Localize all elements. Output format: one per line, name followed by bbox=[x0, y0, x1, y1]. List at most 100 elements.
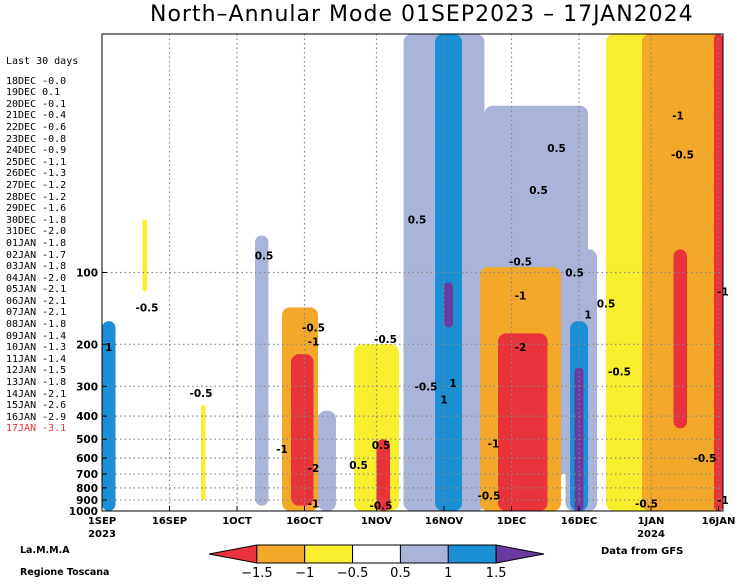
colorbar-segment bbox=[495, 544, 545, 564]
contour-label: -1 bbox=[276, 444, 288, 456]
last-30-days-row: 27DEC -1.2 bbox=[6, 179, 67, 191]
last-30-days-row: 16JAN -2.9 bbox=[6, 411, 67, 423]
contour-label: -2 bbox=[515, 342, 527, 354]
y-tick-label: 100 bbox=[76, 268, 98, 280]
region-early-nov-core bbox=[376, 439, 390, 511]
colorbar-segment bbox=[304, 544, 354, 564]
last-30-days-rows: 18DEC -0.0 19DEC 0.1 20DEC -0.1 21DEC -0.4 2… bbox=[6, 76, 78, 435]
region-jan-core-a bbox=[673, 249, 687, 429]
contour-label: 0.5 bbox=[565, 268, 584, 280]
colorbar-label: −1.5 bbox=[241, 566, 273, 580]
contour-label: 0.5 bbox=[547, 143, 566, 155]
region-early-oct-band bbox=[255, 235, 269, 506]
colorbar-segment bbox=[447, 544, 497, 564]
last-30-days-row: 21DEC -0.4 bbox=[6, 110, 67, 122]
contour-label: -2 bbox=[308, 463, 320, 475]
last-30-days-header: Last 30 days bbox=[6, 56, 79, 67]
last-30-days-row: 04JAN -2.0 bbox=[6, 272, 67, 284]
last-30-days-row: 25DEC -1.1 bbox=[6, 156, 67, 168]
contour-label: -0.5 bbox=[370, 501, 393, 513]
contour-label: -0.5 bbox=[509, 257, 532, 269]
colorbar-label: 1 bbox=[444, 566, 452, 580]
last-30-days-row: 14JAN -2.1 bbox=[6, 388, 67, 400]
last-30-days-list: Last 30 days 18DEC -0.0 19DEC 0.1 20DEC -0… bbox=[6, 56, 78, 435]
contour-label: -0.5 bbox=[478, 490, 501, 502]
contour-label: -0.5 bbox=[302, 322, 325, 334]
y-tick-label: 900 bbox=[76, 495, 98, 507]
contour-label: 0.5 bbox=[255, 251, 274, 263]
last-30-days-row: 02JAN -1.7 bbox=[6, 249, 67, 261]
contour-label: -0.5 bbox=[374, 334, 397, 346]
last-30-days-row: 31DEC -2.0 bbox=[6, 226, 67, 238]
last-30-days-row: 05JAN -2.1 bbox=[6, 284, 67, 296]
org-name: La.M.M.A bbox=[20, 545, 70, 556]
region-late-sep-blip bbox=[142, 219, 147, 292]
x-tick-label: 1NOV bbox=[361, 516, 393, 527]
contour-label: -0.5 bbox=[608, 366, 631, 378]
x-tick-label: 1JAN bbox=[638, 516, 665, 527]
contour-label: -0.5 bbox=[415, 381, 438, 393]
last-30-days-row: 13JAN -1.8 bbox=[6, 377, 67, 389]
contour-label: -1 bbox=[515, 291, 527, 303]
contour-label: -0.5 bbox=[190, 388, 213, 400]
x-tick-year: 2024 bbox=[637, 529, 665, 540]
last-30-days-row: 06JAN -2.1 bbox=[6, 295, 67, 307]
last-30-days-row: 10JAN -1.3 bbox=[6, 342, 67, 354]
last-30-days-row: 07JAN -2.1 bbox=[6, 307, 67, 319]
y-tick-label: 300 bbox=[76, 381, 98, 393]
contour-label: -0.5 bbox=[136, 302, 159, 314]
contour-label: 0.5 bbox=[349, 460, 368, 472]
contour-label: 0.5 bbox=[408, 215, 427, 227]
contour-label: -1 bbox=[308, 498, 320, 510]
contour-labels: 1-0.5-0.50.5-0.5-1-1-2-10.5-0.50.5-0.50.… bbox=[105, 111, 729, 513]
region-early-sep-column bbox=[102, 321, 116, 511]
x-tick-label: 16OCT bbox=[286, 516, 323, 527]
colorbar-label: −1 bbox=[295, 566, 314, 580]
region-late-oct-pos bbox=[318, 410, 336, 511]
last-30-days-row: 28DEC -1.2 bbox=[6, 191, 67, 203]
colorbar-label: −0.5 bbox=[337, 566, 369, 580]
contour-label: 1 bbox=[440, 394, 447, 406]
last-30-days-row: 01JAN -1.8 bbox=[6, 237, 67, 249]
y-tick-label: 800 bbox=[76, 483, 98, 495]
region-late-nov-core bbox=[498, 333, 548, 511]
region-mid-oct-core bbox=[291, 354, 314, 506]
grid-lines bbox=[102, 34, 723, 511]
last-30-days-row: 22DEC -0.6 bbox=[6, 121, 67, 133]
colorbar: −1.5 −1 −0.5 0.5 1 1.5 bbox=[208, 544, 545, 580]
contour-label: 0.5 bbox=[529, 185, 548, 197]
colorbar-segment bbox=[352, 544, 401, 564]
last-30-days-row: 17JAN -3.1 bbox=[6, 423, 67, 435]
last-30-days-row: 15JAN -2.6 bbox=[6, 400, 67, 412]
last-30-days-row: 29DEC -1.6 bbox=[6, 203, 67, 215]
last-30-days-row: 09JAN -1.4 bbox=[6, 330, 67, 342]
org-region: Regione Toscana bbox=[20, 567, 110, 578]
contour-label: 1 bbox=[584, 309, 591, 321]
colorbar-label: 0.5 bbox=[390, 566, 411, 580]
last-30-days-row: 26DEC -1.3 bbox=[6, 168, 67, 180]
contour-label: -1 bbox=[488, 438, 500, 450]
y-tick-label: 400 bbox=[76, 411, 98, 423]
x-tick-label: 16JAN bbox=[702, 516, 736, 527]
contour-label: -1 bbox=[308, 337, 320, 349]
chart-title: North–Annular Mode 01SEP2023 – 17JAN2024 bbox=[150, 2, 694, 27]
colorbar-label: 1.5 bbox=[486, 566, 507, 580]
contour-label: 0.5 bbox=[372, 440, 391, 452]
region-late-sep-streak bbox=[201, 405, 206, 501]
contour-label: 1 bbox=[105, 342, 112, 354]
last-30-days-row: 19DEC 0.1 bbox=[6, 87, 61, 99]
last-30-days-row: 11JAN -1.4 bbox=[6, 353, 67, 365]
x-tick-label: 1DEC bbox=[497, 516, 526, 527]
contour-label: -0.5 bbox=[671, 149, 694, 161]
colorbar-segment bbox=[399, 544, 449, 564]
x-tick-label: 1SEP bbox=[88, 516, 116, 527]
y-tick-label: 600 bbox=[76, 453, 98, 465]
last-30-days-row: 24DEC -0.9 bbox=[6, 145, 67, 157]
y-tick-label: 1000 bbox=[69, 506, 98, 518]
y-tick-label: 200 bbox=[76, 339, 98, 351]
colorbar-segment bbox=[208, 544, 258, 564]
last-30-days-row: 20DEC -0.1 bbox=[6, 98, 67, 110]
contour-label: -0.5 bbox=[635, 498, 658, 510]
